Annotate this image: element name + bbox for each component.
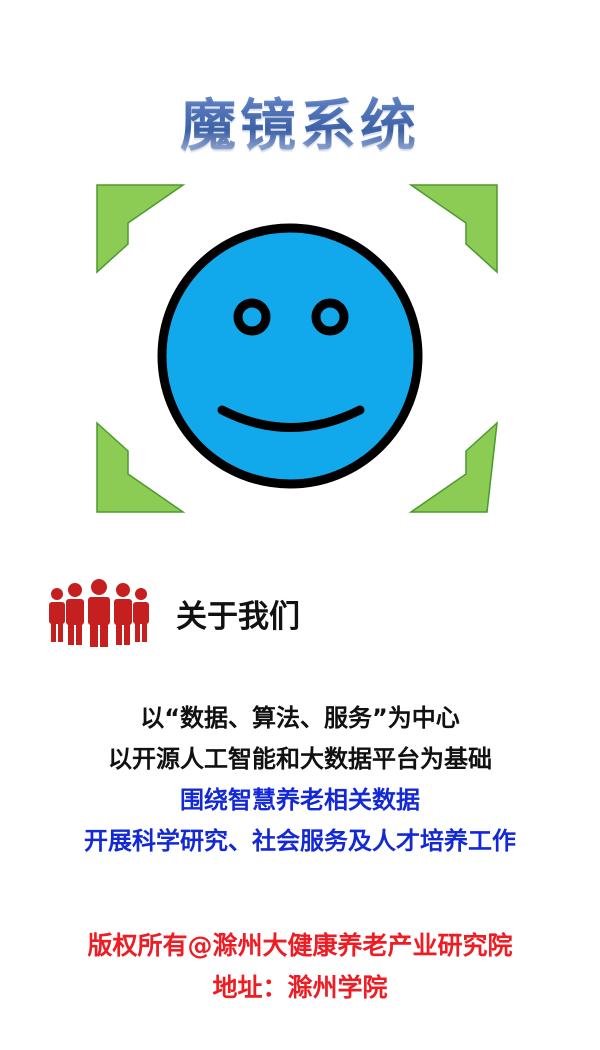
face-scan-illustration <box>96 184 498 513</box>
person-figure <box>133 588 149 642</box>
mission-line: 围绕智慧养老相关数据 <box>180 786 420 814</box>
frame-corner-icon <box>408 184 498 274</box>
mission-line: 开展科学研究、社会服务及人才培养工作 <box>84 827 516 855</box>
person-figure <box>88 579 110 647</box>
frame-corner-icon <box>408 421 498 513</box>
copyright-text: 版权所有@滁州大健康养老产业研究院 <box>87 931 513 960</box>
scan-frame <box>96 184 498 513</box>
person-figure <box>66 583 84 645</box>
about-us-heading: 关于我们 <box>176 598 300 635</box>
person-figure <box>49 588 65 642</box>
left-eye <box>233 298 271 336</box>
about-us-section: 关于我们 <box>44 578 300 648</box>
frame-corner-icon <box>96 421 186 513</box>
smiley-face-icon <box>157 223 423 489</box>
person-figure <box>114 583 132 645</box>
address-text: 地址：滁州学院 <box>212 973 388 1002</box>
mission-line: 以开源人工智能和大数据平台为基础 <box>108 745 492 773</box>
people-group-icon <box>49 579 149 647</box>
smile <box>217 405 365 432</box>
footer: 版权所有@滁州大健康养老产业研究院 地址：滁州学院 <box>0 925 600 1009</box>
right-eye <box>311 298 349 336</box>
mission-line: 以“数据、算法、服务”为中心 <box>140 704 460 732</box>
page-title: 魔镜系统 <box>0 92 600 162</box>
frame-corner-icon <box>96 184 186 274</box>
mission-statement: 以“数据、算法、服务”为中心 以开源人工智能和大数据平台为基础 围绕智慧养老相关… <box>0 698 600 862</box>
